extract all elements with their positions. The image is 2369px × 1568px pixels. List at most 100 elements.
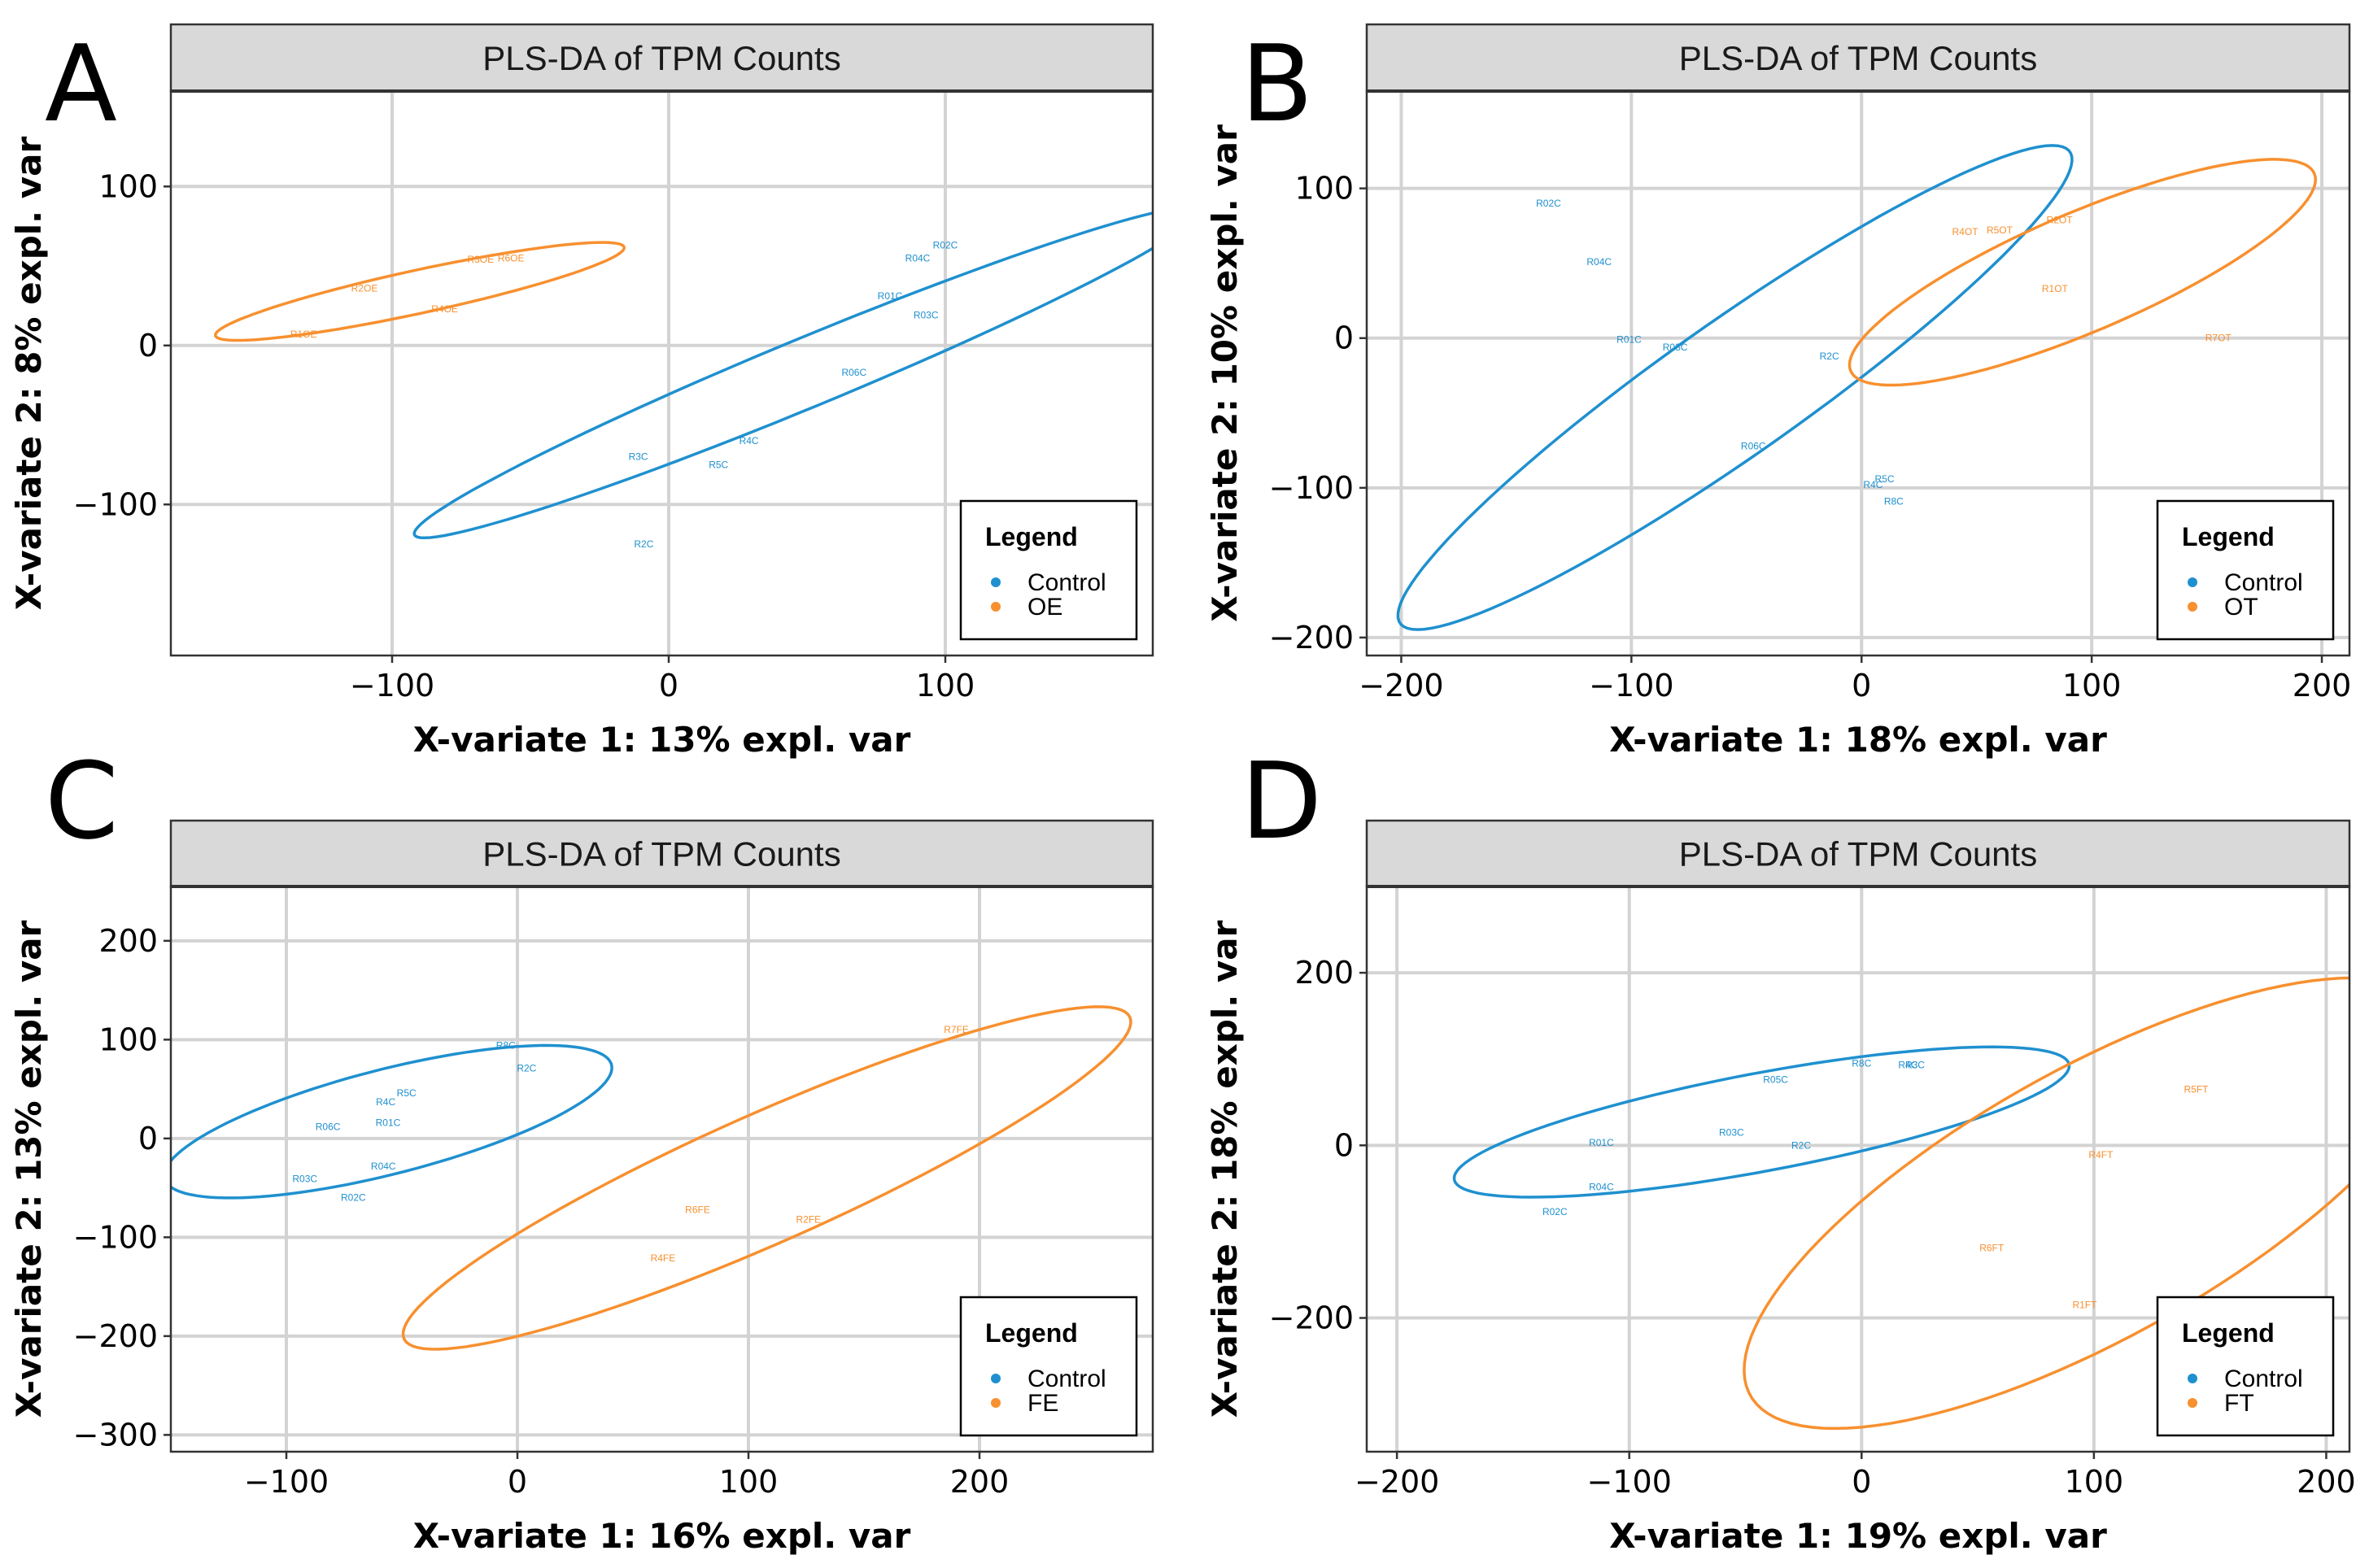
y-tick-label: 0 xyxy=(1334,1127,1354,1163)
legend-marker-control xyxy=(2188,1374,2197,1383)
x-tick-label: 0 xyxy=(659,668,678,703)
panel-letter: C xyxy=(45,739,119,863)
sample-label-r06c: R06C xyxy=(1741,440,1766,451)
x-tick-label: −200 xyxy=(1359,668,1443,703)
x-tick-label: 0 xyxy=(1852,1464,1871,1500)
legend-marker-ft xyxy=(2188,1398,2197,1408)
x-tick-label: 0 xyxy=(1852,668,1871,703)
confidence-ellipse-ot xyxy=(1848,158,2318,387)
legend-marker-fe xyxy=(991,1398,1001,1408)
x-tick-label: −100 xyxy=(1587,1464,1672,1500)
y-axis-title: X-variate 2: 13% expl. var xyxy=(9,920,49,1418)
y-tick-label: −100 xyxy=(1269,470,1354,506)
sample-label-r1ot: R1OT xyxy=(2042,283,2069,294)
sample-label-r3c: R3C xyxy=(1905,1060,1925,1071)
sample-label-r8c: R8C xyxy=(1884,495,1904,507)
legend-marker-ot xyxy=(2188,602,2197,612)
sample-label-r02c: R02C xyxy=(1536,198,1561,209)
x-tick-label: −200 xyxy=(1355,1464,1439,1500)
y-tick-label: −100 xyxy=(73,486,158,522)
sample-label-r5c: R5C xyxy=(1875,473,1895,485)
sample-label-r3oe: R3OE xyxy=(467,254,494,265)
legend-box xyxy=(2156,1296,2335,1437)
legend-label-fe: FE xyxy=(1027,1390,1058,1417)
facet-strip xyxy=(1365,819,2351,888)
x-axis-title: X-variate 1: 18% expl. var xyxy=(1609,720,2107,760)
x-tick-label: 200 xyxy=(950,1464,1010,1500)
chart-title: PLS-DA of TPM Counts xyxy=(482,39,840,77)
x-tick-label: −100 xyxy=(244,1464,329,1500)
y-tick-label: 0 xyxy=(1334,320,1354,356)
y-tick-label: 200 xyxy=(1294,955,1354,991)
sample-label-r4ft: R4FT xyxy=(2088,1149,2114,1161)
sample-label-r01c: R01C xyxy=(376,1117,401,1128)
legend-label-control: Control xyxy=(2224,569,2303,596)
x-axis-title: X-variate 1: 19% expl. var xyxy=(1609,1516,2107,1556)
confidence-ellipse-oe xyxy=(214,241,626,342)
sample-label-r1ft: R1FT xyxy=(2072,1300,2097,1311)
sample-label-r2c: R2C xyxy=(1820,351,1839,362)
sample-label-r4c: R4C xyxy=(1863,479,1883,490)
legend-title: Legend xyxy=(2182,522,2275,551)
x-tick-label: 0 xyxy=(508,1464,527,1500)
y-axis-title: X-variate 2: 8% expl. var xyxy=(9,137,49,611)
confidence-ellipse-control xyxy=(1452,1045,2071,1199)
sample-label-r6ft: R6FT xyxy=(1979,1243,2005,1254)
y-axis-title: X-variate 2: 18% expl. var xyxy=(1205,920,1245,1418)
sample-label-r04c: R04C xyxy=(905,252,931,264)
y-tick-label: −200 xyxy=(1269,1300,1354,1336)
sample-label-r5ft: R5FT xyxy=(2184,1083,2210,1095)
legend-marker-control xyxy=(2188,577,2197,587)
sample-label-r05c: R05C xyxy=(1763,1074,1788,1086)
chart-title: PLS-DA of TPM Counts xyxy=(1679,39,2037,77)
sample-label-r4oe: R4OE xyxy=(431,303,458,315)
y-tick-label: 100 xyxy=(98,1021,158,1057)
y-tick-label: 100 xyxy=(98,168,158,204)
confidence-ellipse-ft xyxy=(1743,976,2349,1431)
facet-strip xyxy=(1365,23,2351,93)
sample-label-r03c: R03C xyxy=(1719,1126,1744,1138)
sample-label-r6oe: R6OE xyxy=(498,252,525,264)
sample-label-r01c: R01C xyxy=(1616,334,1642,346)
legend-marker-control xyxy=(991,1374,1001,1383)
legend-box xyxy=(2156,499,2335,641)
legend-box xyxy=(959,499,1138,641)
sample-label-r5c: R5C xyxy=(709,459,728,470)
x-tick-label: 100 xyxy=(916,668,975,703)
sample-label-r02c: R02C xyxy=(341,1192,366,1204)
x-axis-title: X-variate 1: 16% expl. var xyxy=(413,1516,911,1556)
x-tick-label: 200 xyxy=(2297,1464,2356,1500)
sample-label-r2c: R2C xyxy=(1791,1139,1811,1151)
legend-label-control: Control xyxy=(2224,1365,2303,1392)
x-tick-label: −100 xyxy=(350,668,434,703)
sample-label-r5ot: R5OT xyxy=(1987,224,2013,236)
legend-box xyxy=(959,1296,1138,1437)
y-tick-label: −200 xyxy=(1269,620,1354,656)
y-tick-label: −200 xyxy=(73,1318,158,1354)
x-axis-title: X-variate 1: 13% expl. var xyxy=(413,720,911,760)
sample-label-r4fe: R4FE xyxy=(651,1252,676,1264)
sample-label-r06c: R06C xyxy=(841,367,866,378)
sample-label-r2c: R2C xyxy=(517,1063,536,1074)
y-tick-label: 0 xyxy=(138,1121,158,1156)
sample-label-r5c: R5C xyxy=(397,1087,417,1099)
sample-label-r4c: R4C xyxy=(739,435,759,446)
x-tick-label: 100 xyxy=(2065,1464,2124,1500)
y-tick-label: 200 xyxy=(98,923,158,959)
y-tick-label: 0 xyxy=(138,328,158,364)
legend-label-ft: FT xyxy=(2224,1390,2254,1417)
confidence-ellipse-control xyxy=(1396,144,2074,631)
x-tick-label: 100 xyxy=(2062,668,2122,703)
legend-title: Legend xyxy=(2182,1318,2275,1348)
legend-label-control: Control xyxy=(1027,1365,1106,1392)
